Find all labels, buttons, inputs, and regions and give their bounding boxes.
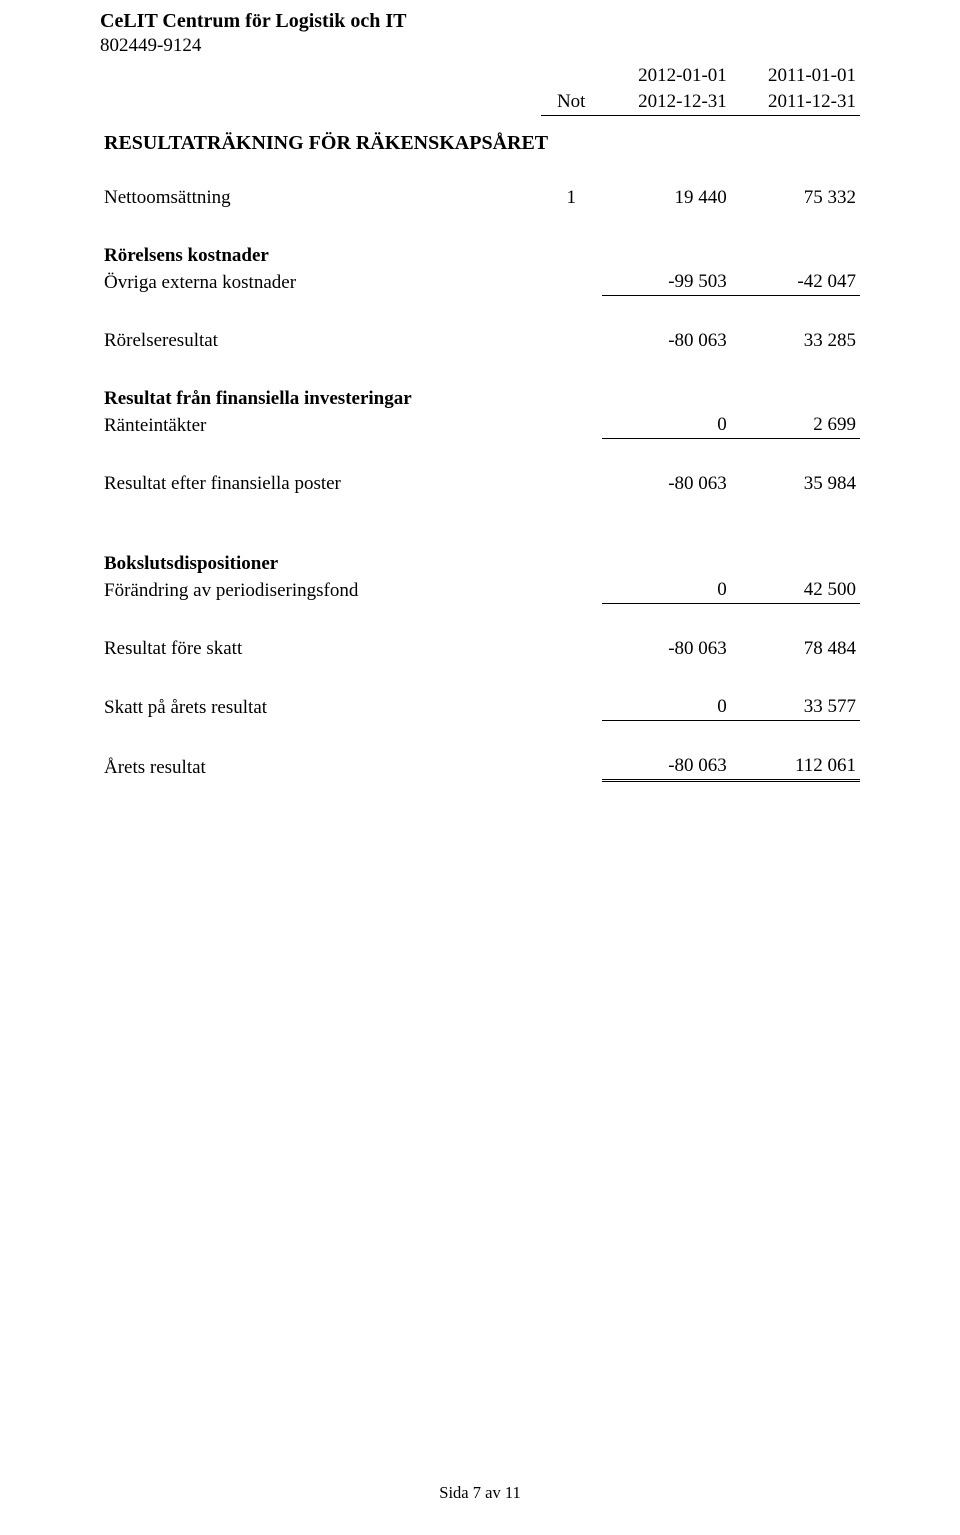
period-col1-end: 2012-12-31 [602, 89, 731, 116]
v2-result-before-tax: 78 484 [731, 636, 860, 662]
not-net-sales: 1 [541, 185, 602, 211]
row-tax: Skatt på årets resultat 0 33 577 [100, 694, 860, 721]
row-periodization-change: Förändring av periodiseringsfond 0 42 50… [100, 577, 860, 604]
v1-result-before-tax: -80 063 [602, 636, 731, 662]
period-col1-start: 2012-01-01 [602, 63, 731, 89]
period-bottom-row: Not 2012-12-31 2011-12-31 [100, 89, 860, 116]
income-statement-table: 2012-01-01 2011-01-01 Not 2012-12-31 201… [100, 63, 860, 782]
label-operating-costs-header: Rörelsens kostnader [100, 243, 541, 269]
v1-operating-result: -80 063 [602, 328, 731, 354]
v1-net-result: -80 063 [602, 753, 731, 781]
row-other-external-costs: Övriga externa kostnader -99 503 -42 047 [100, 269, 860, 296]
v1-interest-income: 0 [602, 412, 731, 439]
row-operating-result: Rörelseresultat -80 063 33 285 [100, 328, 860, 354]
v1-net-sales: 19 440 [602, 185, 731, 211]
label-interest-income: Ränteintäkter [100, 412, 541, 439]
v2-net-sales: 75 332 [731, 185, 860, 211]
label-net-sales: Nettoomsättning [100, 185, 541, 211]
label-periodization-change: Förändring av periodiseringsfond [100, 577, 541, 604]
v2-operating-result: 33 285 [731, 328, 860, 354]
row-financial-investments-header: Resultat från finansiella investeringar [100, 386, 860, 412]
label-financial-investments-header: Resultat från finansiella investeringar [100, 386, 541, 412]
page-content: CeLIT Centrum för Logistik och IT 802449… [0, 0, 960, 782]
page-footer: Sida 7 av 11 [0, 1483, 960, 1503]
label-net-result: Årets resultat [100, 753, 541, 781]
v2-interest-income: 2 699 [731, 412, 860, 439]
v1-result-after-financial: -80 063 [602, 471, 731, 497]
period-col2-end: 2011-12-31 [731, 89, 860, 116]
row-operating-costs-header: Rörelsens kostnader [100, 243, 860, 269]
v2-tax: 33 577 [731, 694, 860, 721]
v1-tax: 0 [602, 694, 731, 721]
document-header: CeLIT Centrum för Logistik och IT 802449… [100, 10, 860, 57]
row-net-sales: Nettoomsättning 1 19 440 75 332 [100, 185, 860, 211]
v2-net-result: 112 061 [731, 753, 860, 781]
row-net-result: Årets resultat -80 063 112 061 [100, 753, 860, 781]
row-result-before-tax: Resultat före skatt -80 063 78 484 [100, 636, 860, 662]
v2-periodization-change: 42 500 [731, 577, 860, 604]
org-number: 802449-9124 [100, 35, 860, 57]
v2-result-after-financial: 35 984 [731, 471, 860, 497]
row-interest-income: Ränteintäkter 0 2 699 [100, 412, 860, 439]
label-appropriations-header: Bokslutsdispositioner [100, 551, 541, 577]
label-tax: Skatt på årets resultat [100, 694, 541, 721]
row-result-after-financial: Resultat efter finansiella poster -80 06… [100, 471, 860, 497]
row-appropriations-header: Bokslutsdispositioner [100, 551, 860, 577]
period-top-row: 2012-01-01 2011-01-01 [100, 63, 860, 89]
label-result-before-tax: Resultat före skatt [100, 636, 541, 662]
period-col2-start: 2011-01-01 [731, 63, 860, 89]
not-header: Not [541, 89, 602, 116]
v1-periodization-change: 0 [602, 577, 731, 604]
company-name: CeLIT Centrum för Logistik och IT [100, 10, 860, 33]
v1-other-external-costs: -99 503 [602, 269, 731, 296]
label-operating-result: Rörelseresultat [100, 328, 541, 354]
v2-other-external-costs: -42 047 [731, 269, 860, 296]
section-title: RESULTATRÄKNING FÖR RÄKENSKAPSÅRET [100, 116, 860, 164]
label-other-external-costs: Övriga externa kostnader [100, 269, 541, 296]
label-result-after-financial: Resultat efter finansiella poster [100, 471, 541, 497]
